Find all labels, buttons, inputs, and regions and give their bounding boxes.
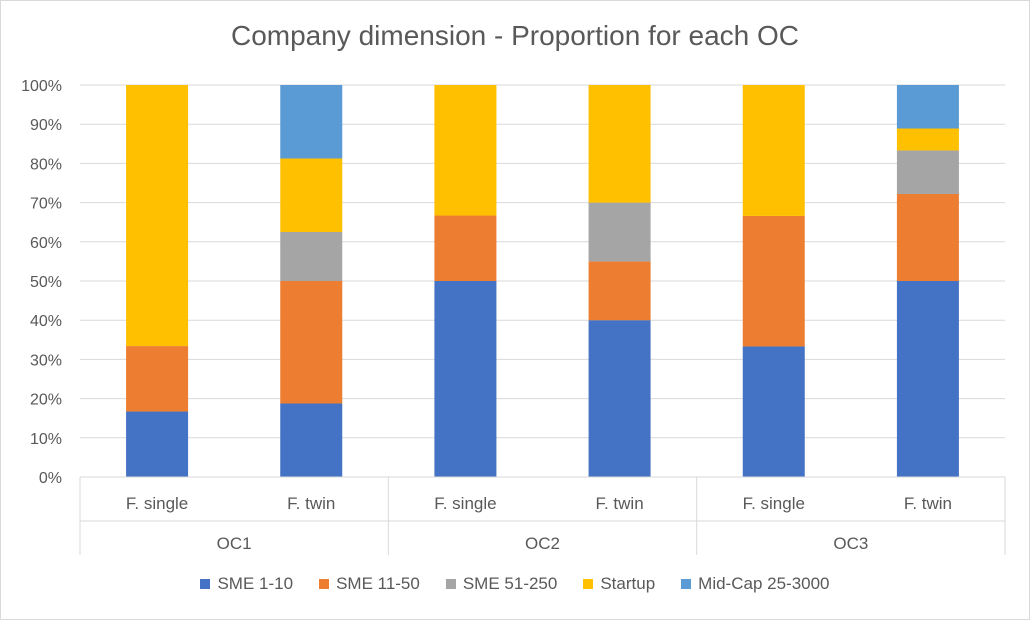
x-tick-label: F. single xyxy=(743,494,805,513)
bar-segment-sme-1-10 xyxy=(434,281,497,477)
bar-segment-sme-11-50 xyxy=(280,281,343,404)
x-tick-label: F. twin xyxy=(595,494,643,513)
x-tick-label: F. twin xyxy=(287,494,335,513)
x-tick-label: F. twin xyxy=(904,494,952,513)
y-tick-label: 100% xyxy=(21,78,62,95)
bar-segment-sme-1-10 xyxy=(126,411,189,477)
x-tick-label: F. single xyxy=(126,494,188,513)
bar-segment-sme-1-10 xyxy=(280,403,343,477)
bar-segment-sme-1-10 xyxy=(742,346,805,477)
legend-label: SME 1-10 xyxy=(217,574,294,593)
bar-segment-sme-51-250 xyxy=(588,202,651,262)
y-tick-label: 0% xyxy=(39,470,62,487)
x-tick-label: F. single xyxy=(434,494,496,513)
bar-segment-sme-11-50 xyxy=(434,215,497,281)
group-label: OC1 xyxy=(217,534,252,553)
legend-label: Startup xyxy=(600,574,656,593)
y-tick-label: 30% xyxy=(30,352,62,369)
y-tick-label: 60% xyxy=(30,235,62,252)
y-tick-label: 80% xyxy=(30,156,62,173)
group-label: OC2 xyxy=(525,534,560,553)
legend-label: Mid-Cap 25-3000 xyxy=(698,574,830,593)
legend-item-startup: Startup xyxy=(583,574,655,594)
bar-segment-mid-cap-25-3000 xyxy=(280,85,343,159)
chart-title: Company dimension - Proportion for each … xyxy=(230,20,800,51)
legend-item-sme-1-10: SME 1-10 xyxy=(200,574,293,594)
legend-swatch xyxy=(583,579,594,589)
legend-item-sme-51-250: SME 51-250 xyxy=(445,574,558,594)
bar-segment-sme-51-250 xyxy=(280,232,343,281)
bar-segment-startup xyxy=(126,85,189,347)
bar-segment-startup xyxy=(588,85,651,203)
legend-swatch xyxy=(319,579,330,589)
bar-segment-sme-1-10 xyxy=(588,320,651,477)
bar-segment-sme-11-50 xyxy=(588,261,651,321)
group-label: OC3 xyxy=(833,534,868,553)
y-tick-label: 50% xyxy=(30,274,62,291)
bar-segment-sme-11-50 xyxy=(742,215,805,347)
legend: SME 1-10 SME 11-50 SME 51-250 Startup Mi… xyxy=(0,574,1030,594)
legend-swatch xyxy=(200,579,211,589)
y-tick-label: 90% xyxy=(30,117,62,134)
bar-segment-sme-1-10 xyxy=(896,281,959,477)
y-tick-label: 10% xyxy=(30,431,62,448)
legend-item-sme-11-50: SME 11-50 xyxy=(319,574,420,594)
bar-segment-startup xyxy=(742,85,805,216)
legend-swatch xyxy=(445,579,456,589)
legend-label: SME 11-50 xyxy=(336,574,420,593)
y-tick-label: 70% xyxy=(30,196,62,213)
legend-item-mid-cap: Mid-Cap 25-3000 xyxy=(681,574,830,594)
bar-segment-startup xyxy=(280,158,343,232)
bar-segment-mid-cap-25-3000 xyxy=(896,85,959,129)
bar-segment-sme-51-250 xyxy=(896,150,959,194)
bar-segment-sme-11-50 xyxy=(896,193,959,281)
bar-segment-startup xyxy=(896,128,959,151)
y-tick-label: 20% xyxy=(30,392,62,409)
y-tick-label: 40% xyxy=(30,313,62,330)
bar-segment-startup xyxy=(434,85,497,216)
bar-segment-sme-11-50 xyxy=(126,346,189,412)
legend-label: SME 51-250 xyxy=(462,574,558,593)
legend-swatch xyxy=(681,579,692,589)
